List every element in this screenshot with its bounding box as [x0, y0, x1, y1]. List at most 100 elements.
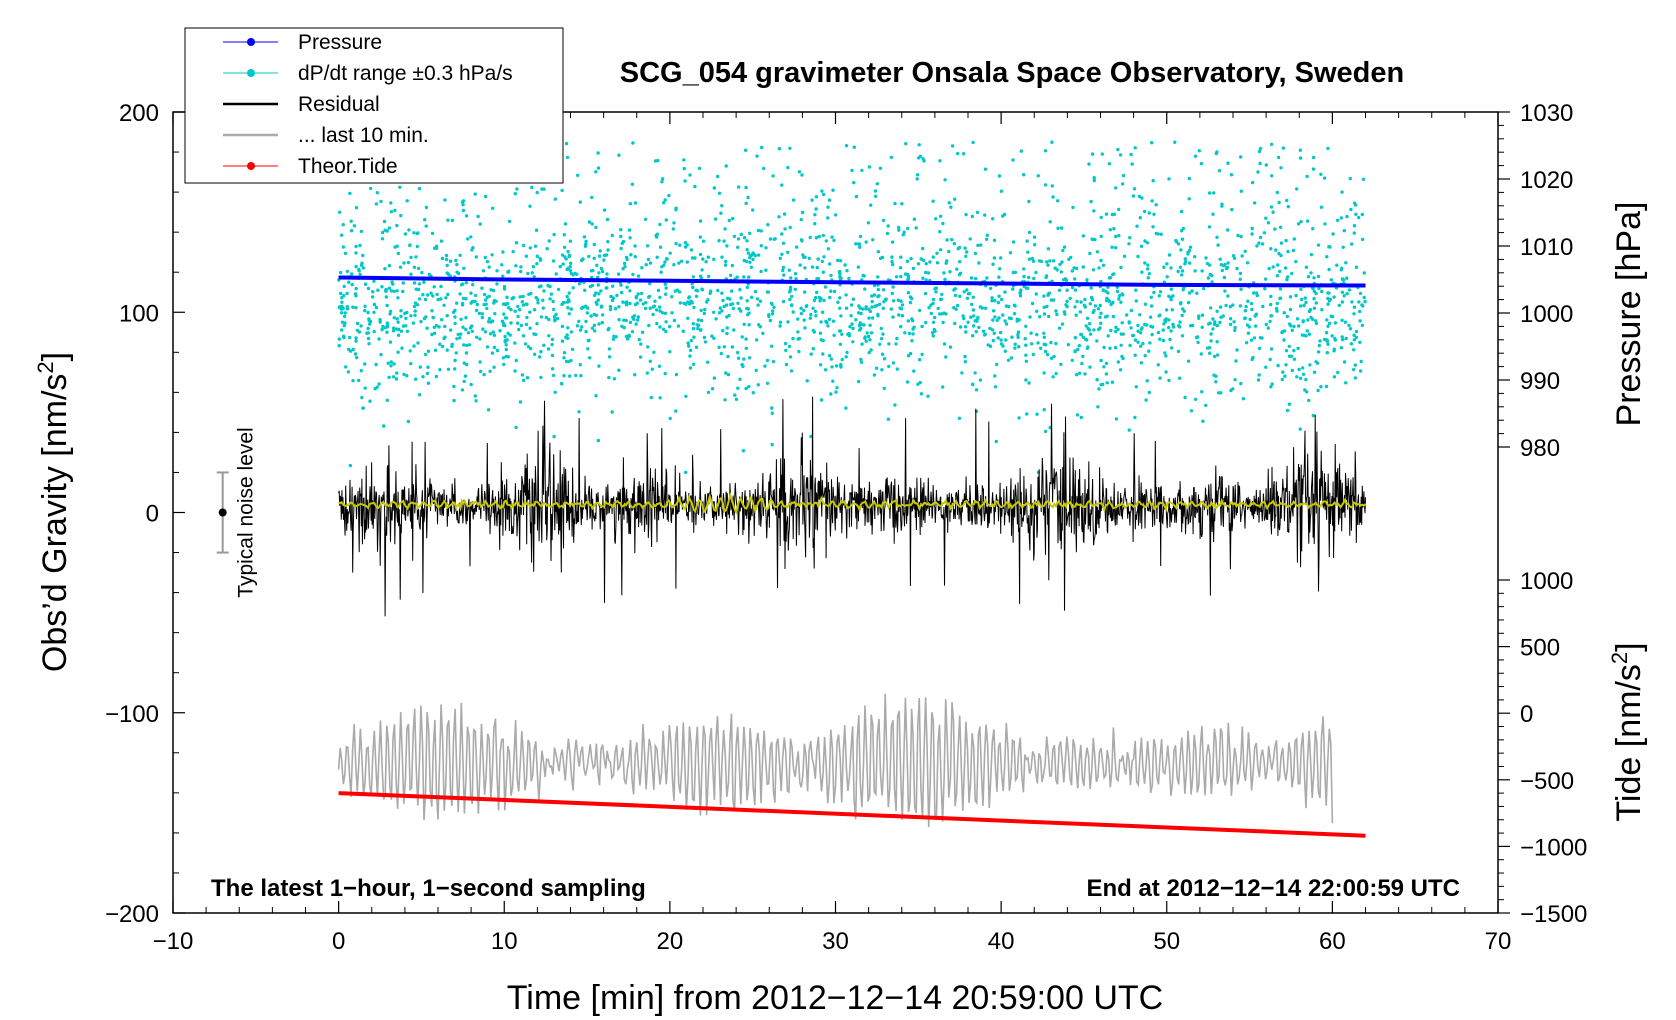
dpdt-point [346, 370, 351, 374]
dpdt-point [1361, 304, 1365, 308]
dpdt-point [1104, 289, 1108, 294]
dpdt-point [628, 236, 632, 240]
dpdt-point [1054, 309, 1058, 313]
dpdt-point [1127, 242, 1131, 246]
dpdt-point [432, 285, 436, 289]
y-axis-left-title-main: Obs’d Gravity [nm/s [36, 374, 74, 673]
dpdt-point [691, 322, 695, 326]
dpdt-point [751, 208, 755, 212]
dpdt-point [984, 237, 989, 241]
dpdt-point [1084, 324, 1088, 328]
dpdt-point [718, 306, 722, 310]
dpdt-point [1139, 361, 1144, 365]
dpdt-point [568, 374, 572, 378]
dpdt-point [1073, 288, 1078, 292]
dpdt-point [840, 357, 844, 362]
dpdt-point [744, 185, 748, 190]
dpdt-point [1319, 385, 1323, 389]
dpdt-point [664, 292, 668, 296]
dpdt-point [1349, 342, 1354, 346]
dpdt-point [1134, 299, 1139, 303]
dpdt-point [380, 237, 385, 241]
dpdt-point [548, 297, 552, 301]
dpdt-point [1275, 274, 1280, 278]
dpdt-point [1062, 310, 1067, 314]
dpdt-point [1228, 322, 1233, 327]
dpdt-point [1200, 390, 1204, 394]
dpdt-point [1317, 286, 1321, 291]
dpdt-point [827, 198, 832, 202]
dpdt-point [1099, 358, 1103, 363]
dpdt-point [974, 388, 979, 392]
dpdt-point [658, 295, 662, 300]
dpdt-point [706, 255, 710, 259]
dpdt-point [1042, 408, 1046, 412]
dpdt-point [1315, 361, 1320, 365]
dpdt-point [1039, 346, 1043, 350]
dpdt-point [863, 287, 867, 291]
dpdt-point [607, 326, 611, 331]
dpdt-point [890, 260, 894, 264]
legend-marker [247, 69, 255, 77]
dpdt-point [455, 262, 459, 267]
dpdt-point [1073, 277, 1077, 281]
dpdt-point [389, 364, 393, 368]
dpdt-point [891, 285, 895, 289]
dpdt-point [347, 280, 351, 284]
dpdt-point [503, 334, 507, 339]
dpdt-point [1049, 356, 1054, 360]
dpdt-point [466, 331, 471, 335]
dpdt-point [455, 301, 459, 305]
dpdt-point [822, 298, 826, 303]
dpdt-point [464, 281, 468, 285]
dpdt-point [668, 324, 672, 329]
residual-series [338, 396, 1366, 617]
dpdt-point [1118, 368, 1123, 372]
dpdt-point [1253, 314, 1257, 318]
dpdt-point [947, 201, 951, 205]
y-axis-left-title-end: ] [36, 352, 74, 361]
dpdt-point [1112, 227, 1116, 231]
dpdt-point [438, 368, 442, 372]
dpdt-point [470, 248, 474, 252]
dpdt-point [1282, 338, 1286, 342]
dpdt-point [815, 290, 819, 295]
dpdt-point [674, 206, 678, 210]
dpdt-point [609, 294, 613, 299]
dpdt-point [820, 189, 824, 193]
dpdt-point [503, 323, 507, 328]
dpdt-point [738, 377, 742, 381]
dpdt-point [462, 379, 466, 384]
dpdt-point [887, 342, 891, 346]
dpdt-point [878, 302, 882, 306]
noise-label: Typical noise level [235, 427, 258, 597]
dpdt-point [943, 277, 947, 282]
dpdt-point [1316, 388, 1320, 393]
dpdt-point [541, 298, 545, 302]
dpdt-point [771, 309, 775, 313]
dpdt-point [1328, 245, 1332, 249]
x-axis-title: Time [min] from 2012−12−14 20:59:00 UTC [507, 979, 1163, 1017]
dpdt-point [498, 329, 502, 333]
dpdt-point [941, 320, 945, 325]
dpdt-point [739, 232, 743, 237]
dpdt-point [1342, 229, 1347, 233]
dpdt-point [425, 326, 429, 330]
dpdt-point [1271, 210, 1275, 214]
dpdt-point [1209, 339, 1213, 343]
dpdt-point [1354, 335, 1359, 340]
dpdt-point [854, 318, 858, 322]
dpdt-point [705, 360, 710, 364]
dpdt-point [727, 218, 731, 223]
dpdt-point [789, 369, 794, 373]
dpdt-point [585, 311, 590, 315]
dpdt-point [1101, 263, 1106, 267]
dpdt-point [456, 332, 460, 337]
dpdt-point [1088, 251, 1092, 256]
dpdt-point [985, 276, 989, 280]
dpdt-point [698, 252, 703, 257]
dpdt-point [783, 341, 788, 346]
dpdt-point [1228, 305, 1233, 309]
dpdt-point [787, 268, 791, 272]
